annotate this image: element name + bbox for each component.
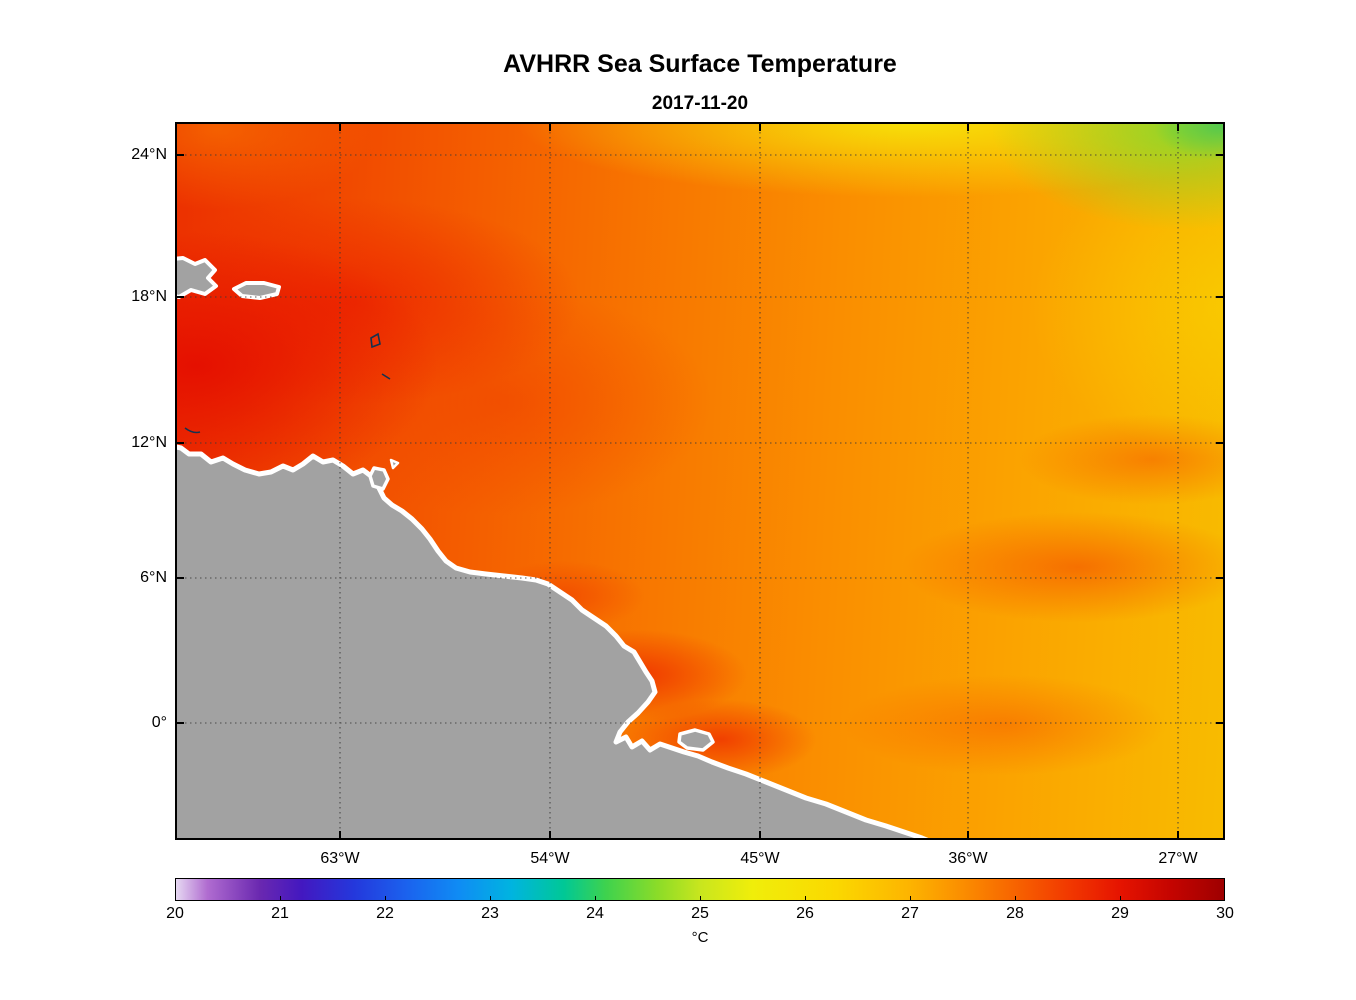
y-tick-label-18n: 18°N (131, 288, 167, 305)
island-outline-guadeloupe (370, 332, 381, 349)
colorbar-tick-label: 25 (691, 905, 709, 922)
land-mass-tobago (389, 458, 400, 470)
figure-subtitle: 2017-11-20 (651, 93, 749, 114)
land-mass-trinidad (368, 466, 390, 491)
island-outline-curacao (184, 427, 201, 434)
colorbar-tick-label: 29 (1111, 905, 1129, 922)
colorbar-tick-label: 26 (796, 905, 814, 922)
colorbar-tick-label: 20 (166, 905, 184, 922)
x-tick-label-27w: 27°W (1158, 850, 1198, 867)
colorbar-tick-label: 21 (271, 905, 289, 922)
small-island-outlines (184, 332, 391, 434)
gridlines (175, 122, 1225, 840)
land-mass-hispaniola-tip (175, 256, 218, 299)
x-tick-label-54w: 54°W (530, 850, 570, 867)
x-tick-label-45w: 45°W (740, 850, 780, 867)
colorbar-tick-label: 24 (586, 905, 604, 922)
colorbar-tick-label: 28 (1006, 905, 1024, 922)
x-tick-label-63w: 63°W (320, 850, 360, 867)
land-mass-puerto-rico (232, 281, 281, 300)
land-masses (175, 256, 934, 840)
y-tick-label-12n: 12°N (131, 434, 167, 451)
x-tick-label-36w: 36°W (948, 850, 988, 867)
map-canvas-svg (175, 122, 1225, 840)
y-tick-label-6n: 6°N (140, 569, 167, 586)
colorbar-unit-label: °C (691, 929, 709, 946)
sst-map-plot (175, 122, 1225, 840)
y-tick-label-0: 0° (151, 714, 167, 731)
colorbar-tick-label: 27 (901, 905, 919, 922)
land-mass-amazon-mouth-island (677, 728, 715, 752)
land-mass-south-america (175, 444, 934, 840)
colorbar-tick-label: 23 (481, 905, 499, 922)
figure-title: AVHRR Sea Surface Temperature (503, 50, 897, 78)
y-tick-label-24n: 24°N (131, 146, 167, 163)
colorbar-tick-label: 22 (376, 905, 394, 922)
island-outline-martinique (381, 373, 391, 380)
colorbar-tick-label: 30 (1216, 905, 1234, 922)
